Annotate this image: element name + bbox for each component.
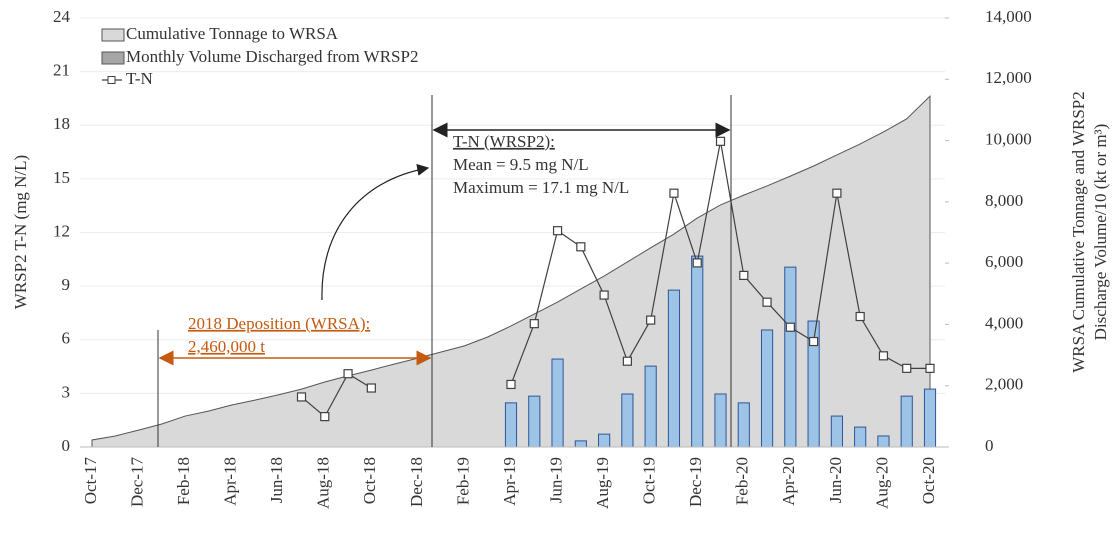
bar bbox=[598, 433, 611, 448]
x-tick-label: Apr-19 bbox=[500, 457, 519, 506]
marker bbox=[855, 311, 865, 322]
y2-tick-label: 0 bbox=[985, 436, 994, 455]
marker bbox=[296, 392, 307, 402]
bar bbox=[784, 266, 797, 448]
marker bbox=[762, 297, 772, 307]
y-tick-label: 12 bbox=[53, 221, 70, 240]
x-tick-label: Jun-20 bbox=[826, 457, 845, 503]
x-tick-label: Feb-18 bbox=[174, 457, 193, 505]
marker bbox=[529, 319, 539, 329]
legend-swatch bbox=[101, 51, 125, 65]
annotation: T-N (WRSP2): bbox=[453, 132, 555, 151]
legend-label: Monthly Volume Discharged from WRSP2 bbox=[126, 47, 418, 66]
marker bbox=[715, 136, 726, 146]
annotation: 2018 Deposition (WRSA): bbox=[188, 314, 370, 333]
bar bbox=[737, 402, 750, 448]
y-tick-label: 21 bbox=[53, 61, 70, 80]
y2-tick-label: 8,000 bbox=[985, 191, 1023, 210]
x-tick-label: Jun-18 bbox=[267, 457, 286, 503]
marker bbox=[646, 315, 656, 325]
y-tick-label: 0 bbox=[62, 436, 71, 455]
x-tick-label: Oct-17 bbox=[81, 457, 100, 505]
marker bbox=[622, 356, 632, 366]
curved-arrow bbox=[321, 163, 430, 301]
plot-area: 0 3 6 9 12 15 18 21 24 0 2,000 4,000 6,000 8,000 10,00… bbox=[53, 7, 1032, 509]
y-tick-label: 24 bbox=[53, 7, 71, 26]
y2-tick-label: 10,000 bbox=[985, 129, 1032, 148]
bar bbox=[923, 388, 937, 448]
x-tick-label: Dec-19 bbox=[686, 457, 705, 507]
marker bbox=[599, 290, 609, 300]
bar bbox=[830, 415, 843, 448]
y-tick-label: 15 bbox=[53, 168, 70, 187]
y2-tick-label: 12,000 bbox=[985, 68, 1032, 87]
x-tick-label: Aug-19 bbox=[593, 457, 612, 509]
legend: Cumulative Tonnage to WRSA Monthly Volume… bbox=[101, 24, 418, 88]
annotation: 2,460,000 t bbox=[188, 337, 265, 356]
bar bbox=[551, 358, 564, 448]
bar bbox=[528, 395, 541, 448]
bar bbox=[504, 402, 518, 448]
x-tick-label: Aug-20 bbox=[872, 457, 891, 509]
bar bbox=[900, 395, 913, 448]
y2-tick-label: 4,000 bbox=[985, 313, 1023, 332]
x-tick-label: Jun-19 bbox=[546, 457, 565, 503]
marker bbox=[669, 188, 679, 198]
x-tick-label: Dec-18 bbox=[407, 457, 426, 507]
bar bbox=[691, 255, 704, 448]
marker bbox=[785, 322, 795, 332]
x-tick-label: Dec-17 bbox=[127, 457, 146, 508]
annotation-layer: 2018 Deposition (WRSA): 2,460,000 t T-N … bbox=[11, 91, 1110, 447]
y2-axis-title: Discharge Volume/10 (kt or m³) bbox=[1091, 124, 1110, 341]
y-tick-label: 3 bbox=[62, 382, 71, 401]
legend-swatch bbox=[101, 28, 125, 42]
bar bbox=[714, 393, 727, 448]
marker bbox=[809, 336, 819, 347]
y2-axis-title: WRSA Cumulative Tonnage and WRSP2 bbox=[1069, 91, 1088, 373]
annotation: Mean = 9.5 mg N/L bbox=[453, 155, 589, 174]
x-tick-label: Oct-18 bbox=[360, 457, 379, 504]
y-axis-title: WRSP2 T-N (mg N/L) bbox=[11, 155, 30, 309]
x-tick-label: Aug-18 bbox=[314, 457, 333, 509]
bar bbox=[574, 440, 587, 448]
bar bbox=[877, 435, 890, 448]
bar bbox=[760, 329, 774, 448]
y-tick-label: 6 bbox=[62, 329, 71, 348]
x-tick-label: Oct-19 bbox=[640, 457, 659, 504]
marker bbox=[925, 363, 935, 373]
marker bbox=[739, 270, 749, 280]
annotation: Maximum = 17.1 mg N/L bbox=[453, 178, 629, 197]
bar bbox=[621, 393, 634, 448]
x-tick-label: Apr-20 bbox=[779, 457, 798, 506]
marker bbox=[366, 383, 376, 393]
y2-tick-label: 2,000 bbox=[985, 375, 1023, 394]
marker bbox=[506, 379, 516, 390]
marker bbox=[878, 351, 889, 361]
x-tick-label: Oct-20 bbox=[919, 457, 938, 504]
x-tick-label: Feb-20 bbox=[733, 457, 752, 505]
marker bbox=[692, 258, 702, 268]
bar bbox=[667, 289, 681, 448]
y-tick-label: 9 bbox=[62, 275, 71, 294]
marker bbox=[343, 369, 353, 379]
legend-swatch bbox=[107, 76, 116, 84]
marker bbox=[552, 226, 563, 236]
marker bbox=[320, 412, 330, 422]
bar bbox=[854, 426, 867, 448]
marker bbox=[902, 363, 912, 373]
legend-label: T-N bbox=[126, 69, 153, 88]
legend-label: Cumulative Tonnage to WRSA bbox=[126, 24, 339, 43]
y-tick-label: 18 bbox=[53, 114, 70, 133]
x-tick-label: Apr-18 bbox=[221, 457, 240, 506]
marker bbox=[576, 242, 586, 252]
x-tick-label: Feb-19 bbox=[453, 457, 472, 505]
bar bbox=[644, 365, 657, 448]
y2-tick-label: 6,000 bbox=[985, 252, 1023, 271]
y2-tick-label: 14,000 bbox=[985, 7, 1032, 26]
area bbox=[91, 94, 931, 448]
marker bbox=[832, 188, 842, 198]
